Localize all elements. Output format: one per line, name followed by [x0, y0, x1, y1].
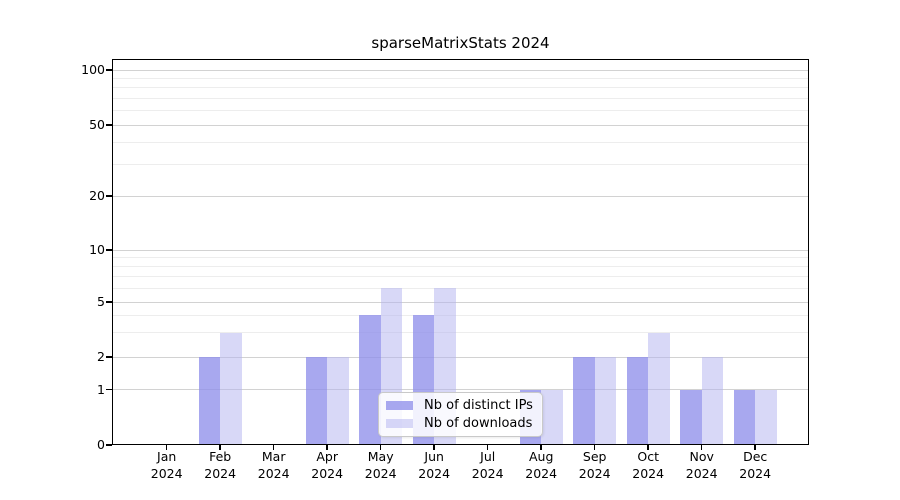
minor-gridline [112, 164, 809, 166]
x-tick-label-feb: Feb 2024 [204, 449, 237, 481]
minor-gridline [112, 97, 809, 99]
minor-gridline [112, 77, 809, 79]
bar-feb-downloads [220, 332, 242, 445]
plot-area [112, 59, 809, 445]
major-gridline [112, 249, 809, 251]
legend-label-downloads: Nb of downloads [424, 416, 533, 431]
y-tick-mark [106, 124, 112, 126]
y-tick-label: 1 [97, 381, 105, 397]
x-tick-mark [754, 445, 756, 450]
x-tick-mark [165, 445, 168, 450]
x-tick-mark [326, 445, 328, 450]
minor-gridline [112, 87, 809, 89]
y-tick-mark [106, 301, 112, 303]
x-tick-label-jun: Jun 2024 [418, 449, 451, 481]
minor-gridline [112, 266, 809, 268]
legend-swatch-downloads-icon [386, 419, 413, 428]
bar-apr-distinct-ips [305, 357, 328, 445]
y-tick-label: 5 [97, 294, 105, 309]
y-tick-label: 20 [89, 188, 105, 203]
major-gridline [112, 301, 809, 303]
x-tick-label-dec: Dec 2024 [739, 449, 772, 481]
y-tick-mark [106, 356, 112, 358]
y-tick-mark [106, 444, 112, 446]
legend-label-distinct-ips: Nb of distinct IPs [424, 398, 533, 413]
x-tick-label-apr: Apr 2024 [311, 449, 344, 481]
x-tick-mark [540, 445, 542, 450]
x-tick-label-sep: Sep 2024 [578, 449, 611, 481]
minor-gridline [112, 257, 809, 259]
y-tick-mark [106, 69, 112, 71]
legend: Nb of distinct IPs Nb of downloads [378, 392, 543, 437]
y-tick-mark [106, 388, 112, 391]
major-gridline [112, 124, 809, 126]
minor-gridline [112, 276, 809, 278]
chart-title: sparseMatrixStats 2024 [371, 34, 550, 52]
x-tick-mark [433, 445, 435, 450]
y-tick-label: 100 [81, 62, 105, 77]
bar-oct-downloads [648, 332, 670, 445]
major-gridline [112, 356, 809, 358]
bar-dec-downloads [755, 389, 777, 445]
x-tick-label-oct: Oct 2024 [632, 449, 665, 481]
major-gridline [112, 389, 809, 390]
minor-gridline [112, 314, 809, 316]
major-gridline [112, 69, 809, 71]
minor-gridline [112, 287, 809, 289]
bar-sep-distinct-ips [573, 357, 595, 445]
bar-nov-distinct-ips [680, 389, 702, 445]
minor-gridline [112, 141, 809, 143]
x-tick-mark [219, 445, 221, 450]
bar-feb-distinct-ips [198, 357, 221, 445]
major-gridline [112, 195, 809, 197]
x-tick-label-jan: Jan 2024 [150, 449, 183, 481]
bar-oct-distinct-ips [626, 357, 649, 445]
x-tick-mark [647, 445, 649, 450]
bar-aug-downloads [541, 389, 563, 445]
x-tick-mark [272, 445, 275, 450]
x-tick-mark [593, 445, 596, 450]
x-tick-label-mar: Mar 2024 [257, 449, 290, 481]
x-tick-label-nov: Nov 2024 [685, 449, 718, 481]
y-tick-mark [106, 195, 112, 197]
x-tick-mark [700, 445, 703, 450]
x-tick-label-jul: Jul 2024 [471, 449, 504, 481]
legend-swatch-distinct-ips-icon [386, 401, 413, 410]
y-tick-label: 0 [97, 437, 105, 452]
bar-sep-downloads [594, 357, 617, 445]
y-tick-label: 50 [89, 117, 105, 132]
legend-item-distinct-ips: Nb of distinct IPs [386, 398, 542, 413]
minor-gridline [112, 332, 809, 334]
bar-dec-distinct-ips [733, 389, 756, 445]
bar-may-distinct-ips [359, 315, 381, 445]
minor-gridline [112, 110, 809, 112]
bar-nov-downloads [701, 357, 724, 445]
y-tick-label: 2 [97, 349, 105, 364]
x-tick-label-aug: Aug 2024 [525, 449, 558, 481]
legend-item-downloads: Nb of downloads [386, 416, 542, 431]
x-tick-label-may: May 2024 [364, 449, 397, 481]
x-tick-mark [486, 445, 489, 450]
y-tick-mark [106, 249, 112, 251]
x-tick-mark [379, 445, 382, 450]
y-tick-label: 10 [89, 242, 105, 257]
bar-apr-downloads [327, 357, 349, 445]
